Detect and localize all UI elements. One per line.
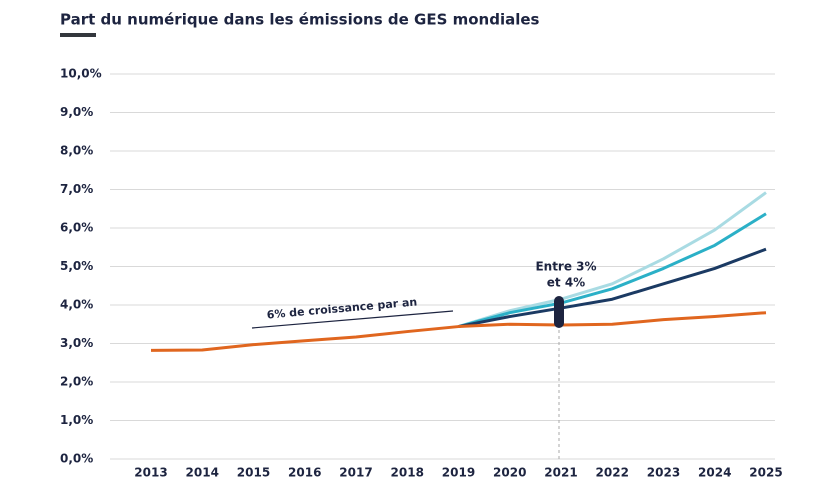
x-tick-label: 2025: [749, 466, 782, 480]
y-tick-label: 5,0%: [60, 259, 93, 273]
title-underline: [60, 33, 96, 37]
series-line: [458, 212, 767, 329]
y-tick-label: 8,0%: [60, 144, 93, 158]
x-tick-label: 2021: [544, 466, 577, 480]
chart-title: Part du numérique dans les émissions de …: [60, 11, 540, 29]
lines: [150, 191, 767, 352]
y-tick-label: 7,0%: [60, 182, 93, 196]
x-tick-label: 2014: [186, 466, 219, 480]
series-line: [458, 247, 767, 329]
x-tick-label: 2016: [288, 466, 321, 480]
x-tick-label: 2018: [391, 466, 424, 480]
x-tick-label: 2015: [237, 466, 270, 480]
annotation: Entre 3%: [535, 260, 596, 274]
y-tick-label: 10,0%: [60, 67, 102, 81]
grid: 0,0% 1,0% 2,0% 3,0% 4,0% 5,0% 6,0% 7,0% 8,0% 9,0%…: [60, 67, 783, 480]
y-tick-label: 0,0%: [60, 452, 93, 466]
x-tick-label: 2023: [647, 466, 680, 480]
x-tick-label: 2013: [134, 466, 167, 480]
series-line: [150, 311, 767, 352]
series-line: [458, 191, 767, 328]
range-marker: [554, 296, 564, 328]
x-tick-label: 2019: [442, 466, 475, 480]
y-tick-label: 1,0%: [60, 413, 93, 427]
annotation: et 4%: [547, 276, 585, 290]
x-tick-label: 2022: [596, 466, 629, 480]
y-tick-label: 6,0%: [60, 221, 93, 235]
y-tick-label: 3,0%: [60, 336, 93, 350]
y-tick-label: 9,0%: [60, 105, 93, 119]
x-tick-label: 2020: [493, 466, 526, 480]
x-tick-label: 2024: [698, 466, 731, 480]
x-tick-label: 2017: [339, 466, 372, 480]
y-tick-label: 2,0%: [60, 375, 93, 389]
y-tick-label: 4,0%: [60, 298, 93, 312]
trend-line: [251, 310, 454, 329]
annotation: 6% de croissance par an: [266, 295, 417, 321]
